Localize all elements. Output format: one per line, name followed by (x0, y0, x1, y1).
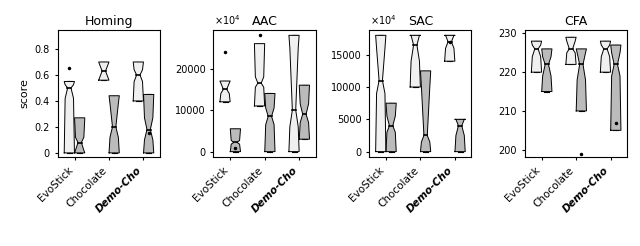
Polygon shape (541, 49, 552, 92)
Polygon shape (611, 45, 621, 130)
Polygon shape (600, 41, 611, 72)
Polygon shape (300, 85, 310, 139)
Title: AAC: AAC (252, 15, 278, 28)
Polygon shape (230, 129, 241, 152)
Polygon shape (420, 71, 431, 152)
Polygon shape (74, 118, 84, 153)
Title: CFA: CFA (564, 15, 588, 28)
Polygon shape (410, 35, 420, 87)
Title: Homing: Homing (84, 15, 133, 28)
Polygon shape (576, 49, 586, 111)
Polygon shape (386, 103, 396, 152)
Polygon shape (445, 35, 455, 61)
Polygon shape (289, 35, 299, 152)
Y-axis label: score: score (19, 78, 29, 108)
Polygon shape (531, 41, 541, 72)
Polygon shape (64, 81, 74, 153)
Title: SAC: SAC (408, 15, 433, 28)
Polygon shape (220, 81, 230, 102)
Polygon shape (109, 96, 119, 153)
Polygon shape (566, 37, 576, 64)
Polygon shape (133, 62, 143, 101)
Polygon shape (99, 62, 109, 80)
Polygon shape (265, 93, 275, 152)
Text: $\times 10^4$: $\times 10^4$ (214, 13, 241, 27)
Polygon shape (255, 44, 265, 106)
Text: $\times 10^4$: $\times 10^4$ (370, 13, 397, 27)
Polygon shape (455, 119, 465, 152)
Polygon shape (376, 35, 386, 152)
Polygon shape (143, 94, 154, 153)
